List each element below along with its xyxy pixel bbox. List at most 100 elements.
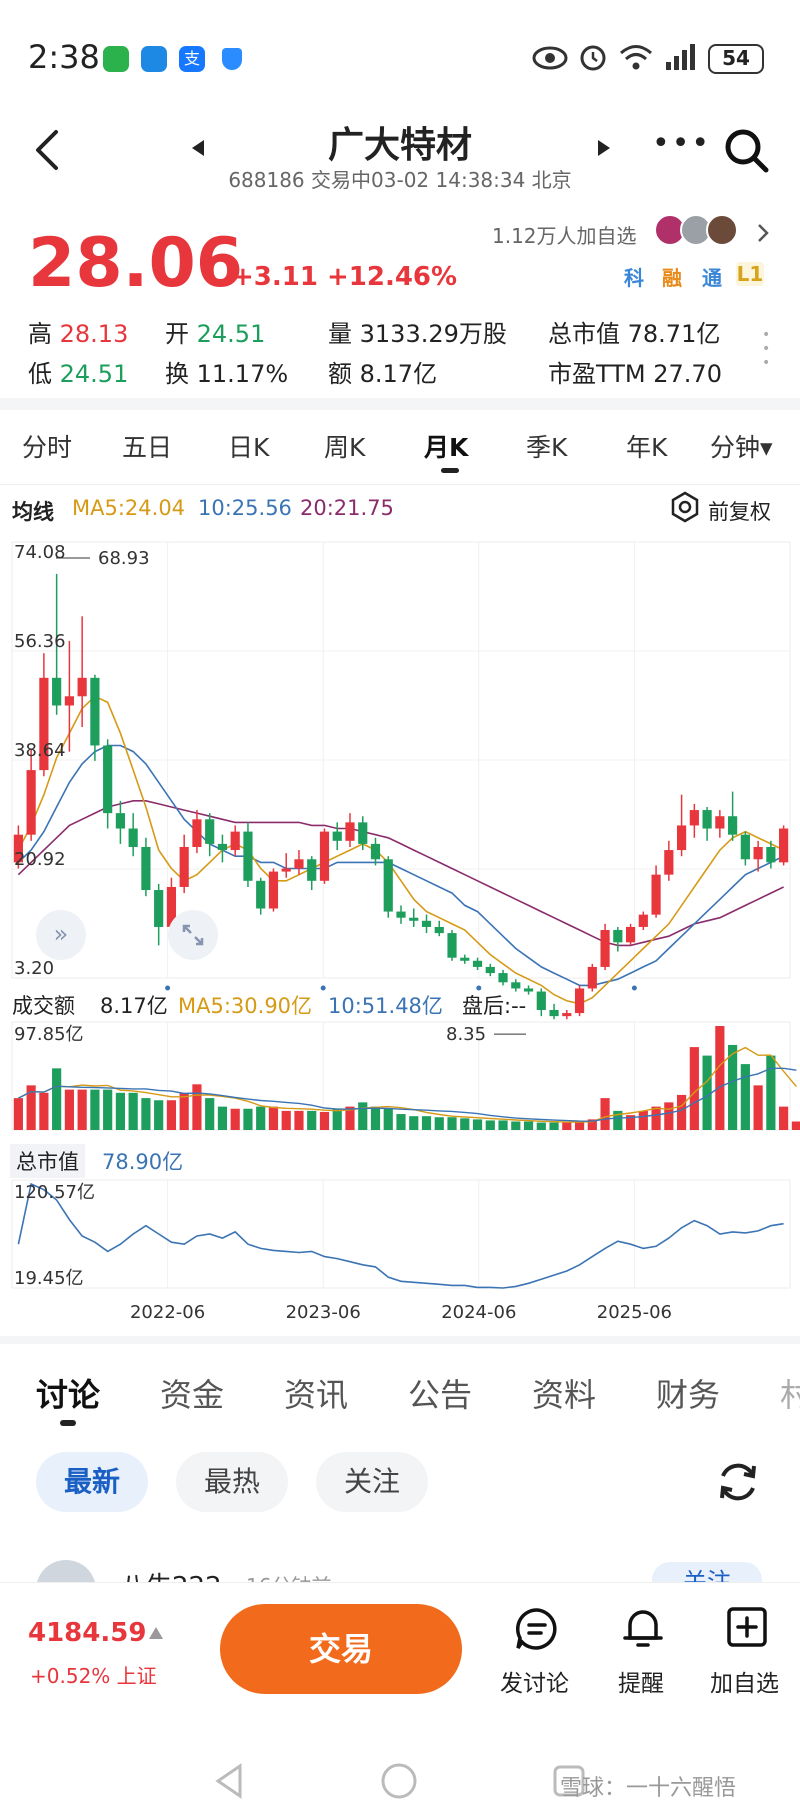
follow-button[interactable]: 关注 — [652, 1562, 762, 1584]
tab-yearly-k[interactable]: 年K — [626, 433, 668, 462]
candle-body — [345, 822, 355, 841]
volume-bar — [332, 1108, 342, 1130]
chevron-right-icon[interactable] — [756, 222, 770, 244]
settings-hex-icon[interactable] — [668, 490, 702, 524]
tab-weekly-k[interactable]: 周K — [324, 433, 366, 462]
candle — [664, 840, 674, 881]
back-icon[interactable] — [28, 128, 68, 172]
tab-daily-k[interactable]: 日K — [228, 433, 270, 462]
candlesticks — [13, 573, 789, 1020]
volume-bar — [485, 1120, 495, 1130]
volume-bar — [128, 1092, 138, 1130]
ma20-line — [17, 799, 784, 947]
volume-bar — [600, 1098, 610, 1130]
tab-quarterly-k[interactable]: 季K — [526, 433, 568, 462]
candle — [358, 816, 368, 851]
fullscreen-icon[interactable] — [168, 910, 218, 960]
refresh-icon[interactable] — [714, 1458, 762, 1506]
candle-body — [154, 890, 164, 927]
stat-pe-ttm: 市盈TTM 27.70 — [548, 360, 722, 388]
post-time: 16分钟前 — [246, 1570, 331, 1582]
volume-bar — [613, 1110, 623, 1130]
candle-body — [715, 816, 725, 829]
tab-announcements[interactable]: 公告 — [408, 1376, 473, 1414]
nav-recents-icon[interactable] — [552, 1764, 586, 1798]
tab-profile[interactable]: 资料 — [532, 1376, 597, 1414]
stat-low: 低 24.51 — [28, 360, 129, 388]
filter-latest[interactable]: 最新 — [36, 1452, 148, 1512]
trade-button[interactable]: 交易 — [220, 1604, 462, 1694]
volume-bar — [638, 1110, 648, 1130]
followers-count[interactable]: 1.12万人加自选 — [492, 224, 637, 248]
candle-body — [676, 825, 687, 851]
prev-stock-icon[interactable] — [190, 138, 206, 158]
expand-stats-icon[interactable]: • • • — [762, 327, 771, 371]
after-hours: 盘后:-- — [462, 994, 527, 1018]
x-axis-label: 2024-06 — [441, 1302, 516, 1323]
market-cap-axis-label: 19.45亿 — [14, 1268, 84, 1289]
tab-funds[interactable]: 资金 — [160, 1376, 225, 1414]
tab-minute[interactable]: 分钟▾ — [710, 433, 773, 462]
candle — [268, 868, 279, 912]
nav-back-icon[interactable] — [212, 1762, 246, 1800]
tab-news[interactable]: 资讯 — [284, 1376, 349, 1414]
volume-bars — [13, 1026, 800, 1130]
market-cap-series — [17, 1182, 784, 1289]
volume-bar — [383, 1108, 393, 1130]
volume-bar — [154, 1100, 164, 1130]
candle-body — [625, 926, 636, 943]
more-icon[interactable]: ••• — [652, 126, 712, 161]
candle — [689, 803, 699, 838]
next-stock-icon[interactable] — [596, 138, 612, 158]
restore-right-toggle[interactable]: 前复权 — [708, 500, 771, 524]
volume-bar — [358, 1102, 368, 1130]
tab-monthly-k[interactable]: 月K — [424, 433, 469, 462]
candle-body — [166, 886, 177, 927]
add-watchlist-label[interactable]: 加自选 — [710, 1671, 779, 1697]
volume-bar — [676, 1094, 687, 1130]
candle-body — [447, 933, 457, 958]
index-value[interactable]: 4184.59 — [28, 1618, 147, 1648]
candle — [383, 856, 393, 918]
search-icon[interactable] — [722, 126, 770, 174]
filter-hottest[interactable]: 最热 — [176, 1452, 288, 1512]
volume-bar — [625, 1115, 636, 1130]
post-discussion-label[interactable]: 发讨论 — [500, 1671, 569, 1697]
tab-five-day[interactable]: 五日 — [122, 433, 173, 462]
market-cap-label[interactable]: 总市值 — [10, 1144, 85, 1178]
candle — [574, 985, 585, 1017]
stat-turnover: 换 11.17% — [165, 360, 289, 388]
volume-bar — [791, 1121, 800, 1130]
discuss-icon[interactable] — [514, 1606, 560, 1652]
filter-following[interactable]: 关注 — [316, 1452, 428, 1512]
battery-icon: 54 — [708, 44, 764, 74]
fast-forward-icon[interactable]: » — [36, 910, 86, 960]
bell-icon[interactable] — [620, 1604, 666, 1652]
volume-bar — [13, 1098, 23, 1130]
shield-icon — [222, 48, 242, 70]
post-username[interactable]: 八牛222 — [120, 1566, 222, 1582]
candle-body — [192, 819, 202, 847]
eye-icon — [532, 46, 568, 70]
volume-bar — [205, 1098, 215, 1130]
tab-intraday[interactable]: 分时 — [22, 433, 73, 462]
candle-body — [103, 745, 113, 814]
candle-body — [587, 966, 597, 989]
candle — [549, 1003, 559, 1020]
stock-chart[interactable]: 74.08 56.36 38.64 20.92 3.20 68.93 8.35 97.85亿 1… — [0, 530, 800, 1330]
candle — [52, 573, 62, 715]
candle-body — [498, 973, 508, 983]
nav-home-icon[interactable] — [380, 1762, 418, 1800]
tab-discussion[interactable]: 讨论 — [36, 1376, 101, 1414]
volume-bar — [715, 1026, 725, 1130]
add-watchlist-icon[interactable] — [724, 1604, 770, 1650]
ma10-value: 10:25.56 — [198, 496, 292, 520]
active-tab-indicator — [60, 1420, 76, 1426]
volume-bar — [574, 1121, 585, 1130]
reminder-label[interactable]: 提醒 — [618, 1671, 664, 1697]
watermark: 雪球：一十六醒悟 — [560, 1776, 737, 1801]
tab-more[interactable]: 村 — [780, 1376, 800, 1414]
candle — [154, 883, 164, 946]
volume-label: 成交额 — [12, 994, 75, 1018]
tab-financials[interactable]: 财务 — [656, 1376, 721, 1414]
